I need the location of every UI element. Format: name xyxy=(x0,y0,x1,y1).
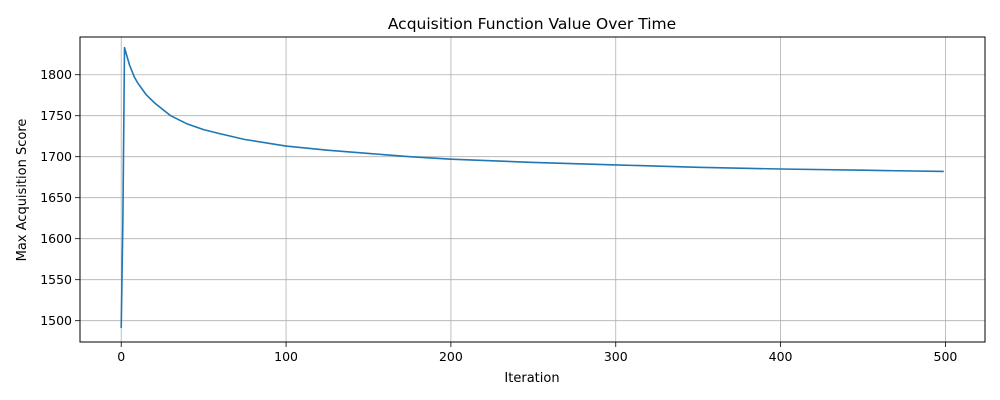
plot-frame xyxy=(79,36,986,343)
y-tick-label: 1650 xyxy=(40,190,72,205)
x-tick-label: 0 xyxy=(117,349,125,364)
series-layer xyxy=(120,46,944,329)
grid xyxy=(80,37,985,342)
y-tick-label: 1500 xyxy=(40,313,72,328)
y-tick-label: 1550 xyxy=(40,272,72,287)
x-axis: 0 100 200 300 400 500 xyxy=(117,342,957,364)
y-axis: 1500 1550 1600 1650 1700 1750 1800 xyxy=(40,67,80,328)
chart-title: Acquisition Function Value Over Time xyxy=(388,15,676,33)
y-axis-label: Max Acquisition Score xyxy=(15,119,30,262)
x-tick-label: 200 xyxy=(439,349,463,364)
y-tick-label: 1600 xyxy=(40,231,72,246)
x-tick-label: 300 xyxy=(604,349,628,364)
x-tick-label: 500 xyxy=(934,349,958,364)
y-tick-label: 1700 xyxy=(40,149,72,164)
x-tick-label: 400 xyxy=(769,349,793,364)
y-tick-label: 1750 xyxy=(40,108,72,123)
x-axis-label: Iteration xyxy=(504,371,559,386)
x-tick-label: 100 xyxy=(274,349,298,364)
y-tick-label: 1800 xyxy=(40,67,72,82)
series-line-0 xyxy=(120,46,944,329)
